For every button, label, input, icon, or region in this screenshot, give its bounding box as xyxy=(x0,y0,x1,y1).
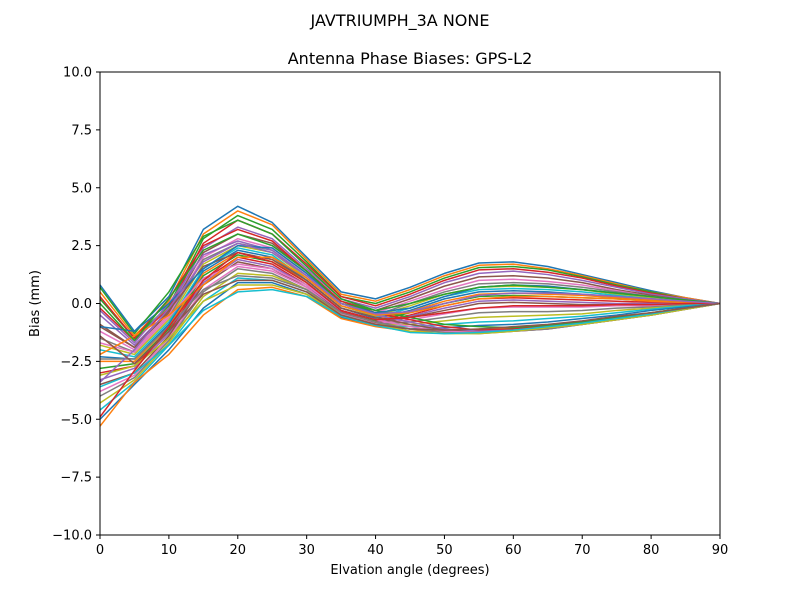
series-line-5 xyxy=(99,226,721,346)
y-tick-label: −10.0 xyxy=(52,529,92,544)
x-tick-label: 30 xyxy=(298,543,315,558)
x-tick-label: 20 xyxy=(230,543,247,558)
x-tick-label: 40 xyxy=(367,543,384,558)
y-tick-label: 2.5 xyxy=(71,239,92,254)
y-tick-label: −2.5 xyxy=(60,355,92,370)
series-line-15 xyxy=(99,258,720,381)
x-tick-label: 90 xyxy=(712,543,729,558)
y-axis-label: Bias (mm) xyxy=(28,270,43,337)
y-tick-label: −5.0 xyxy=(60,413,92,428)
series-line-30 xyxy=(99,288,721,388)
series-line-9 xyxy=(99,244,721,356)
x-tick-label: 80 xyxy=(643,543,660,558)
series-line-35 xyxy=(99,242,721,383)
series-line-3 xyxy=(99,214,721,339)
x-tick-label: 70 xyxy=(574,543,591,558)
x-tick-label: 50 xyxy=(436,543,453,558)
series-line-6 xyxy=(99,233,721,349)
series-line-1 xyxy=(99,205,721,333)
y-tick-label: 7.5 xyxy=(71,123,92,138)
chart-title: Antenna Phase Biases: GPS-L2 xyxy=(288,49,533,68)
y-tick-label: −7.5 xyxy=(60,471,92,486)
series-line-7 xyxy=(99,237,721,351)
x-axis: 0 10 20 30 40 50 60 70 80 90 xyxy=(96,535,728,558)
y-tick-label: 10.0 xyxy=(63,66,92,81)
y-tick-label: 5.0 xyxy=(71,181,92,196)
x-tick-label: 60 xyxy=(505,543,522,558)
x-axis-label: Elvation angle (degrees) xyxy=(330,563,489,578)
x-tick-label: 0 xyxy=(96,543,104,558)
figure-suptitle: JAVTRIUMPH_3A NONE xyxy=(310,11,490,31)
x-tick-label: 10 xyxy=(161,543,178,558)
series-line-29 xyxy=(99,284,721,376)
y-tick-label: 0.0 xyxy=(71,297,92,312)
plot-area xyxy=(99,205,721,427)
y-axis: −10.0 −7.5 −5.0 −2.5 0.0 2.5 5.0 7.5 10.0 xyxy=(52,66,100,544)
series-line-36 xyxy=(99,279,721,365)
series-line-2 xyxy=(99,210,721,337)
series-line-34 xyxy=(99,251,720,418)
series-line-32 xyxy=(99,256,721,356)
series-line-4 xyxy=(99,219,721,342)
series-line-33 xyxy=(99,233,721,342)
